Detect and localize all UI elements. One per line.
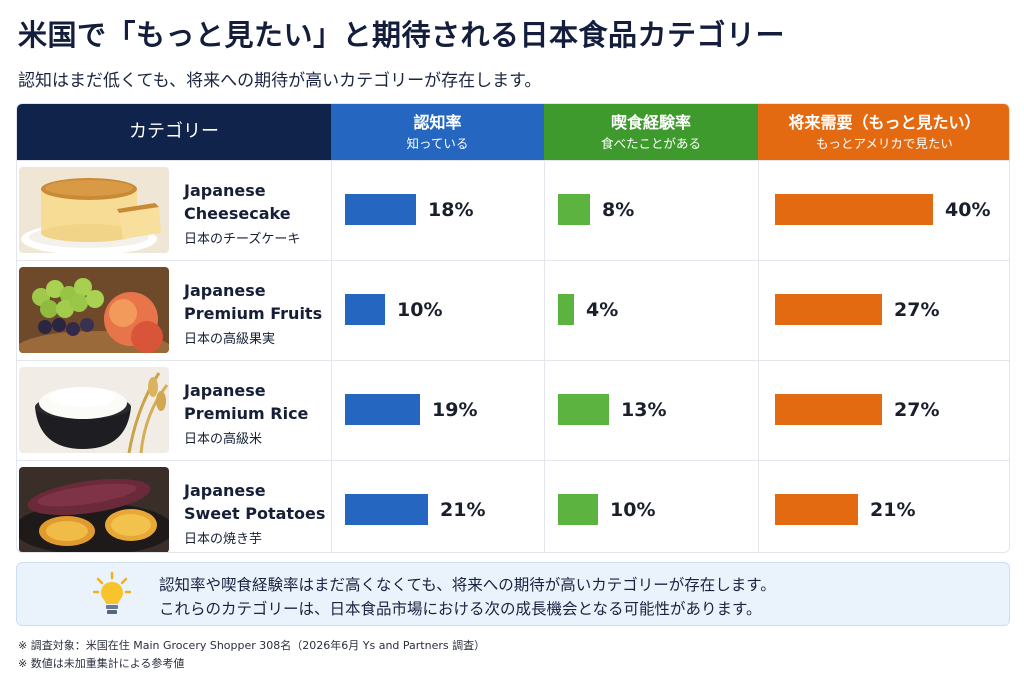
footnote-survey: ※ 調査対象：米国在住 Main Grocery Shopper 308名（20…: [18, 639, 486, 652]
column-divider: [544, 160, 545, 552]
experience-bar: [558, 194, 590, 225]
header-experience-sub: 食べたことがある: [600, 135, 701, 151]
awareness-bar: [345, 294, 385, 325]
awareness-value: 19%: [432, 399, 478, 421]
table-row: Japanese Cheesecake 日本のチーズケーキ 18% 8% 40%: [17, 160, 1009, 258]
experience-value: 10%: [610, 499, 656, 521]
category-name-jp: 日本の高級米: [184, 432, 263, 447]
experience-value: 8%: [602, 199, 635, 221]
note-line-2: これらのカテゴリーは、日本食品市場における次の成長機会となる可能性があります。: [159, 600, 762, 618]
header-experience: 喫食経験率 食べたことがある: [544, 104, 758, 160]
category-table: カテゴリー 認知率 知っている 喫食経験率 食べたことがある 将来需要（もっと見…: [16, 103, 1010, 553]
sweet-potato-image: [19, 467, 169, 552]
table-row: Japanese Premium Fruits 日本の高級果実 10% 4% 27…: [17, 260, 1009, 358]
category-name-en: Japanese Premium Fruits: [184, 281, 323, 323]
header-awareness-sub: 知っている: [406, 135, 469, 151]
lightbulb-icon: [92, 571, 132, 619]
page-title: 米国で「もっと見たい」と期待される日本食品カテゴリー: [18, 18, 786, 52]
header-future-sub: もっとアメリカで見たい: [816, 135, 953, 151]
category-name-jp: 日本の焼き芋: [184, 532, 263, 547]
future-value: 21%: [870, 499, 916, 521]
awareness-bar: [345, 194, 416, 225]
footnote-weighting: ※ 数値は未加重集計による参考値: [18, 657, 185, 670]
fruits-image: [19, 267, 169, 353]
column-divider: [758, 160, 759, 552]
awareness-bar: [345, 394, 420, 425]
awareness-value: 21%: [440, 499, 486, 521]
header-awareness-label: 認知率: [413, 112, 462, 132]
experience-value: 4%: [586, 299, 619, 321]
experience-bar: [558, 394, 609, 425]
experience-bar: [558, 494, 598, 525]
header-future: 将来需要（もっと見たい） もっとアメリカで見たい: [758, 104, 1009, 160]
insight-note: 認知率や喫食経験率はまだ高くなくても、将来への期待が高いカテゴリーが存在します。…: [16, 562, 1010, 626]
page-subtitle: 認知はまだ低くても、将来への期待が高いカテゴリーが存在します。: [18, 71, 542, 91]
future-bar: [775, 294, 882, 325]
future-bar: [775, 494, 858, 525]
future-bar: [775, 394, 882, 425]
table-row: Japanese Premium Rice 日本の高級米 19% 13% 27%: [17, 360, 1009, 458]
category-name-jp: 日本の高級果実: [184, 332, 276, 347]
experience-bar: [558, 294, 574, 325]
table-row: Japanese Sweet Potatoes 日本の焼き芋 21% 10% 21…: [17, 460, 1009, 552]
future-value: 27%: [894, 299, 940, 321]
column-divider: [331, 160, 332, 552]
experience-value: 13%: [621, 399, 667, 421]
header-awareness: 認知率 知っている: [331, 104, 544, 160]
category-name-jp: 日本のチーズケーキ: [184, 232, 301, 247]
awareness-value: 10%: [397, 299, 443, 321]
note-line-1: 認知率や喫食経験率はまだ高くなくても、将来への期待が高いカテゴリーが存在します。: [159, 576, 776, 594]
header-category: カテゴリー: [17, 104, 331, 160]
future-value: 27%: [894, 399, 940, 421]
header-category-label: カテゴリー: [129, 121, 219, 142]
future-bar: [775, 194, 933, 225]
cheesecake-image: [19, 167, 169, 253]
awareness-value: 18%: [428, 199, 474, 221]
category-name-en: Japanese Cheesecake: [184, 181, 291, 223]
header-experience-label: 喫食経験率: [610, 112, 691, 132]
header-future-label: 将来需要（もっと見たい）: [788, 112, 981, 132]
awareness-bar: [345, 494, 428, 525]
category-name-en: Japanese Premium Rice: [184, 381, 309, 423]
future-value: 40%: [945, 199, 991, 221]
category-name-en: Japanese Sweet Potatoes: [184, 481, 326, 523]
rice-image: [19, 367, 169, 453]
